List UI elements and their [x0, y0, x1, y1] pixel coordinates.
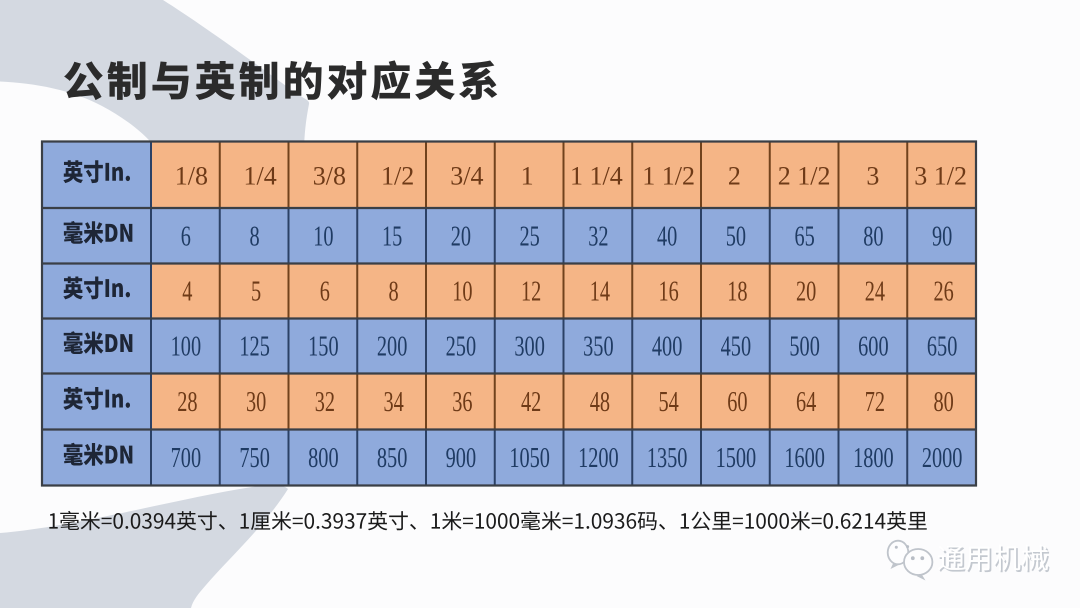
svg-text:80: 80 — [863, 221, 883, 252]
svg-text:32: 32 — [315, 387, 335, 418]
svg-text:42: 42 — [521, 387, 541, 418]
svg-text:1050: 1050 — [509, 443, 550, 474]
svg-text:1: 1 — [521, 161, 534, 190]
svg-text:20: 20 — [451, 221, 471, 252]
svg-text:100: 100 — [171, 331, 201, 362]
svg-text:450: 450 — [721, 331, 751, 362]
svg-text:2: 2 — [728, 161, 741, 190]
svg-text:2 1/2: 2 1/2 — [778, 161, 831, 190]
svg-text:8: 8 — [389, 276, 399, 307]
svg-text:64: 64 — [796, 387, 817, 418]
svg-text:2000: 2000 — [922, 443, 963, 474]
svg-text:1 1/2: 1 1/2 — [642, 161, 695, 190]
svg-text:750: 750 — [239, 443, 269, 474]
svg-text:1/8: 1/8 — [175, 161, 208, 190]
svg-text:34: 34 — [383, 387, 404, 418]
svg-text:16: 16 — [658, 276, 678, 307]
svg-text:600: 600 — [858, 331, 888, 362]
svg-text:72: 72 — [865, 387, 885, 418]
svg-text:25: 25 — [519, 221, 539, 252]
svg-text:65: 65 — [794, 221, 814, 252]
svg-text:14: 14 — [590, 276, 611, 307]
svg-text:3: 3 — [866, 161, 879, 190]
svg-text:10: 10 — [452, 276, 472, 307]
svg-text:1800: 1800 — [853, 443, 894, 474]
svg-text:700: 700 — [171, 443, 201, 474]
svg-text:1350: 1350 — [647, 443, 688, 474]
svg-text:1500: 1500 — [716, 443, 757, 474]
svg-text:5: 5 — [251, 276, 261, 307]
svg-text:4: 4 — [182, 276, 193, 307]
svg-text:36: 36 — [452, 387, 472, 418]
svg-text:3 1/2: 3 1/2 — [914, 161, 967, 190]
svg-text:1/4: 1/4 — [244, 161, 277, 190]
svg-text:1 1/4: 1 1/4 — [570, 161, 623, 190]
svg-text:40: 40 — [657, 221, 677, 252]
svg-text:80: 80 — [933, 387, 953, 418]
svg-text:54: 54 — [658, 387, 679, 418]
svg-text:90: 90 — [932, 221, 952, 252]
svg-text:800: 800 — [308, 443, 338, 474]
svg-text:50: 50 — [726, 221, 746, 252]
svg-text:15: 15 — [382, 221, 402, 252]
svg-text:20: 20 — [796, 276, 816, 307]
svg-text:500: 500 — [789, 331, 819, 362]
svg-text:30: 30 — [246, 387, 266, 418]
svg-text:6: 6 — [181, 221, 191, 252]
svg-text:60: 60 — [727, 387, 747, 418]
svg-text:48: 48 — [590, 387, 610, 418]
svg-text:28: 28 — [177, 387, 197, 418]
svg-text:8: 8 — [250, 221, 260, 252]
svg-text:3/4: 3/4 — [450, 161, 483, 190]
svg-text:900: 900 — [446, 443, 476, 474]
svg-text:1200: 1200 — [578, 443, 619, 474]
svg-text:12: 12 — [521, 276, 541, 307]
svg-text:650: 650 — [927, 331, 957, 362]
svg-text:850: 850 — [377, 443, 407, 474]
svg-text:125: 125 — [239, 331, 269, 362]
svg-text:1/2: 1/2 — [381, 161, 414, 190]
svg-text:350: 350 — [583, 331, 613, 362]
svg-text:10: 10 — [313, 221, 333, 252]
svg-text:300: 300 — [514, 331, 544, 362]
svg-text:400: 400 — [652, 331, 682, 362]
svg-text:200: 200 — [377, 331, 407, 362]
svg-text:32: 32 — [588, 221, 608, 252]
svg-text:6: 6 — [320, 276, 330, 307]
svg-text:250: 250 — [446, 331, 476, 362]
svg-text:3/8: 3/8 — [313, 161, 346, 190]
svg-text:24: 24 — [865, 276, 886, 307]
svg-text:1600: 1600 — [784, 443, 825, 474]
svg-text:18: 18 — [727, 276, 747, 307]
svg-text:26: 26 — [933, 276, 953, 307]
svg-text:150: 150 — [308, 331, 338, 362]
